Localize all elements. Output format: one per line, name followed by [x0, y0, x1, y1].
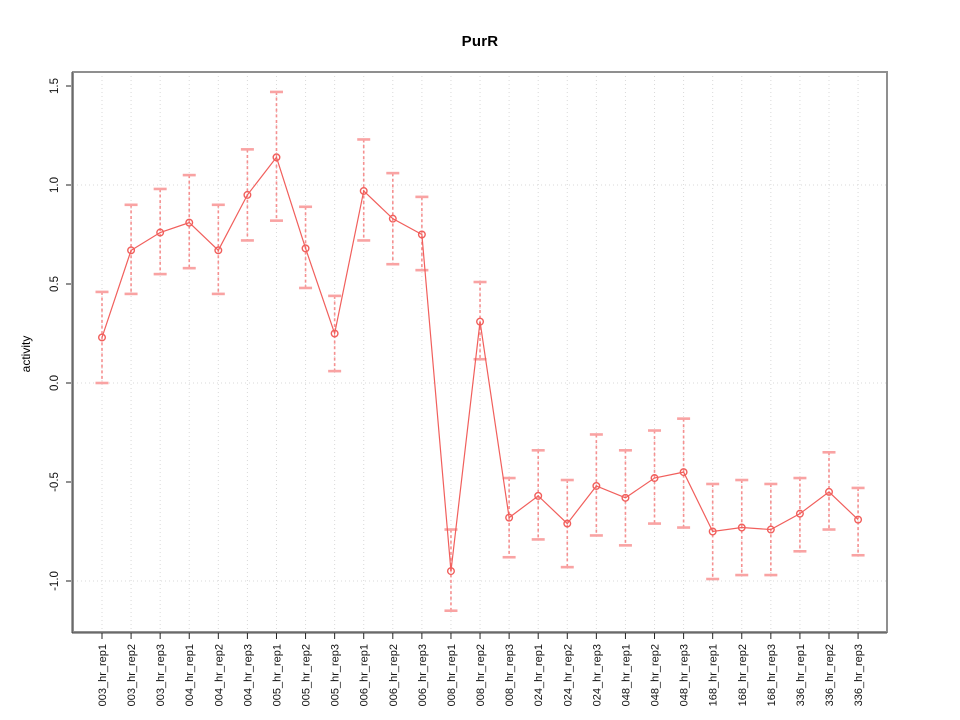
x-tick-label: 005_hr_rep3	[330, 644, 342, 706]
data-point	[272, 153, 281, 162]
data-point	[214, 246, 223, 255]
data-point	[766, 525, 775, 534]
x-tick-label: 024_hr_rep3	[591, 644, 603, 706]
x-tick-label: 006_hr_rep1	[359, 644, 371, 706]
data-point	[156, 228, 165, 237]
x-tick-label: 003_hr_rep3	[155, 644, 167, 706]
data-point	[330, 329, 339, 338]
chart-title: PurR	[461, 33, 499, 50]
data-point	[854, 515, 863, 524]
data-point	[243, 190, 252, 199]
x-tick-label: 168_hr_rep1	[708, 644, 720, 706]
x-tick-label: 008_hr_rep2	[475, 644, 487, 706]
data-point	[127, 246, 136, 255]
data-point	[621, 493, 630, 502]
data-point	[359, 186, 368, 195]
x-tick-label: 024_hr_rep1	[533, 644, 545, 706]
data-point	[795, 509, 804, 518]
data-point	[446, 567, 455, 576]
x-tick-label: 008_hr_rep3	[504, 644, 516, 706]
y-tick-label: -0.5	[49, 472, 61, 492]
y-tick-label: 0.0	[49, 375, 61, 391]
x-tick-label: 168_hr_rep3	[766, 644, 778, 706]
x-tick-label: 048_hr_rep1	[620, 644, 632, 706]
x-tick-label: 006_hr_rep3	[417, 644, 429, 706]
data-point	[417, 230, 426, 239]
data-point	[505, 513, 514, 522]
x-tick-label: 168_hr_rep2	[737, 644, 749, 706]
data-point	[185, 218, 194, 227]
y-tick-label: 1.0	[49, 177, 61, 193]
data-point	[388, 214, 397, 223]
plot-frame	[72, 71, 888, 633]
x-tick-label: 048_hr_rep2	[650, 644, 662, 706]
data-point	[650, 474, 659, 483]
data-point	[592, 481, 601, 490]
x-tick-label: 004_hr_rep3	[242, 644, 254, 706]
x-tick-label: 005_hr_rep2	[301, 644, 313, 706]
x-tick-label: 004_hr_rep1	[184, 644, 196, 706]
series-line	[101, 156, 859, 572]
data-point	[476, 317, 485, 326]
data-point	[97, 333, 106, 342]
data-point	[825, 487, 834, 496]
x-tick-label: 006_hr_rep2	[388, 644, 400, 706]
x-tick-label: 336_hr_rep1	[795, 644, 807, 706]
x-tick-label: 336_hr_rep2	[824, 644, 836, 706]
x-tick-label: 024_hr_rep2	[562, 644, 574, 706]
data-point	[708, 527, 717, 536]
data-point	[534, 491, 543, 500]
y-tick-label: 0.5	[49, 276, 61, 292]
data-point	[563, 519, 572, 528]
data-point	[301, 244, 310, 253]
x-tick-label: 008_hr_rep1	[446, 644, 458, 706]
x-tick-label: 048_hr_rep3	[679, 644, 691, 706]
y-tick-label: 1.5	[49, 78, 61, 94]
x-tick-label: 336_hr_rep3	[853, 644, 865, 706]
data-point	[737, 523, 746, 532]
x-tick-label: 003_hr_rep1	[97, 644, 109, 706]
x-tick-label: 004_hr_rep2	[213, 644, 225, 706]
x-tick-label: 003_hr_rep2	[126, 644, 138, 706]
data-point	[679, 468, 688, 477]
x-tick-label: 005_hr_rep1	[271, 644, 283, 706]
y-tick-label: -1.0	[49, 571, 61, 591]
